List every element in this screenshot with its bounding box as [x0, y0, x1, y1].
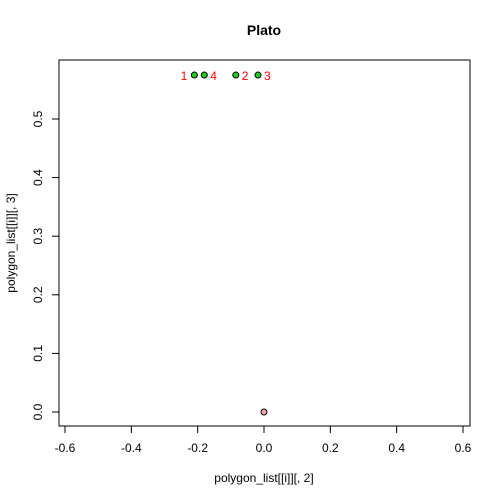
data-point: [260, 408, 268, 416]
data-point: [254, 71, 262, 79]
x-tick-label: -0.2: [187, 441, 208, 455]
x-tick-label: -0.6: [55, 441, 76, 455]
data-point: [200, 71, 208, 79]
x-tick-label: 0.6: [455, 441, 472, 455]
y-tick-label: 0.3: [31, 228, 45, 245]
x-tick-label: -0.4: [121, 441, 142, 455]
y-tick-label: 0.0: [31, 403, 45, 420]
point-label: 4: [210, 69, 217, 83]
chart-title: Plato: [247, 22, 281, 38]
point-label: 2: [242, 69, 249, 83]
y-tick-label: 0.5: [31, 110, 45, 127]
plot-area: [58, 59, 471, 427]
x-axis-label: polygon_list[[i]][, 2]: [214, 471, 313, 485]
point-label: 3: [264, 69, 271, 83]
data-points: 1 2 3 4: [181, 69, 271, 416]
x-tick-label: 0.0: [256, 441, 273, 455]
data-point: [190, 71, 198, 79]
y-tick-label: 0.2: [31, 286, 45, 303]
x-tick-label: 0.2: [322, 441, 339, 455]
y-tick-label: 0.4: [31, 169, 45, 186]
data-point: [232, 71, 240, 79]
y-tick-label: 0.1: [31, 345, 45, 362]
point-label: 1: [181, 69, 188, 83]
x-tick-label: 0.4: [388, 441, 405, 455]
y-axis: 0.0 0.1 0.2 0.3 0.4 0.5: [31, 110, 60, 420]
y-axis-label: polygon_list[[i]][, 3]: [4, 193, 18, 292]
x-axis: -0.6 -0.4 -0.2 0.0 0.2 0.4 0.6: [55, 425, 472, 455]
